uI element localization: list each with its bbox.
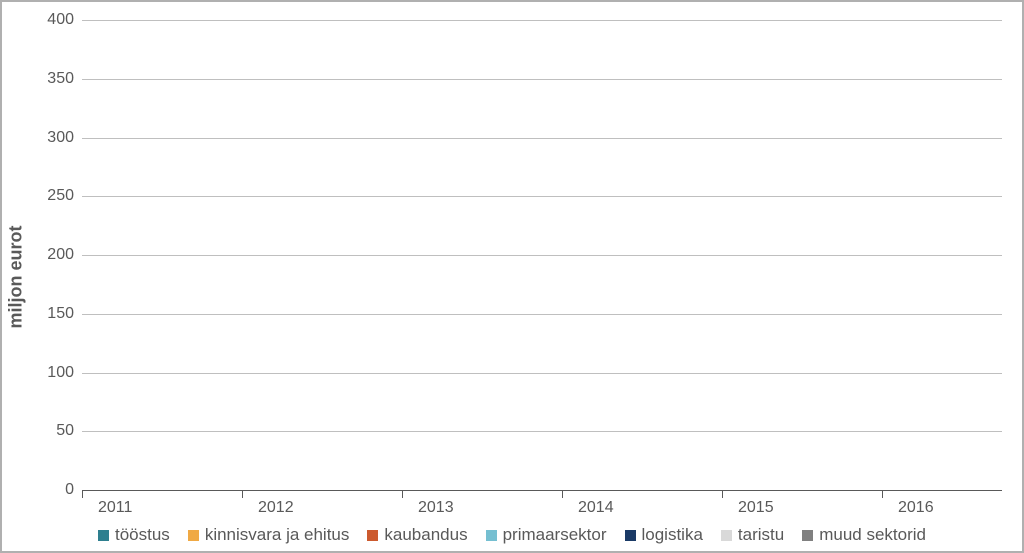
y-tick-label: 350 xyxy=(47,70,82,88)
y-tick-label: 150 xyxy=(47,305,82,323)
y-tick-label: 200 xyxy=(47,246,82,264)
y-tick-label: 300 xyxy=(47,129,82,147)
legend-label: kinnisvara ja ehitus xyxy=(205,525,350,545)
x-tick-mark xyxy=(402,491,403,498)
legend-item-toostus: tööstus xyxy=(98,525,170,545)
legend-item-muud: muud sektorid xyxy=(802,525,926,545)
x-tick-mark xyxy=(562,491,563,498)
x-tick-mark xyxy=(82,491,83,498)
x-tick-label: 2012 xyxy=(258,499,294,517)
chart-container: miljon eurot 050100150200250300350400 20… xyxy=(0,0,1024,553)
x-tick-mark xyxy=(882,491,883,498)
legend-label: primaarsektor xyxy=(503,525,607,545)
legend-swatch xyxy=(721,530,732,541)
legend-swatch xyxy=(486,530,497,541)
y-tick-label: 100 xyxy=(47,364,82,382)
plot-area: 050100150200250300350400 xyxy=(82,20,1002,490)
x-tick-label: 2016 xyxy=(898,499,934,517)
legend-label: kaubandus xyxy=(384,525,467,545)
x-tick-label: 2015 xyxy=(738,499,774,517)
bars-group xyxy=(82,20,1002,490)
x-axis: 2011 2012 2013 2014 2015 2016 xyxy=(82,490,1002,519)
legend-item-logistika: logistika xyxy=(625,525,703,545)
legend: tööstus kinnisvara ja ehitus kaubandus prim… xyxy=(14,525,1010,545)
x-tick-mark xyxy=(242,491,243,498)
legend-swatch xyxy=(802,530,813,541)
legend-swatch xyxy=(625,530,636,541)
x-tick-mark xyxy=(722,491,723,498)
y-tick-label: 50 xyxy=(56,422,82,440)
legend-label: taristu xyxy=(738,525,784,545)
x-tick-label: 2013 xyxy=(418,499,454,517)
legend-swatch xyxy=(188,530,199,541)
legend-item-kinnisvara: kinnisvara ja ehitus xyxy=(188,525,350,545)
legend-item-taristu: taristu xyxy=(721,525,784,545)
x-tick-label: 2014 xyxy=(578,499,614,517)
legend-swatch xyxy=(98,530,109,541)
legend-label: tööstus xyxy=(115,525,170,545)
y-tick-label: 400 xyxy=(47,11,82,29)
legend-item-kaubandus: kaubandus xyxy=(367,525,467,545)
legend-label: logistika xyxy=(642,525,703,545)
legend-item-primaar: primaarsektor xyxy=(486,525,607,545)
y-tick-label: 0 xyxy=(65,481,82,499)
y-axis-label: miljon eurot xyxy=(6,225,27,328)
y-tick-label: 250 xyxy=(47,187,82,205)
legend-label: muud sektorid xyxy=(819,525,926,545)
x-tick-label: 2011 xyxy=(98,499,132,517)
legend-swatch xyxy=(367,530,378,541)
